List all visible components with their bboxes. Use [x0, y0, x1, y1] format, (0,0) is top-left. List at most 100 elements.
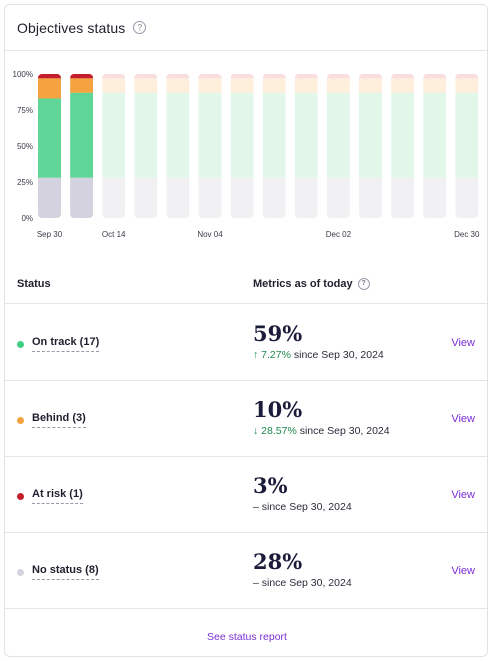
see-status-report-link[interactable]: See status report: [207, 631, 287, 643]
projected-bar-segment-no-status: [134, 177, 158, 218]
projected-bar-segment-at-risk: [391, 74, 415, 79]
projected-bar-segment-at-risk: [262, 74, 286, 79]
metric-since: since Sep 30, 2024: [296, 425, 390, 437]
projected-bar-segment-behind: [230, 78, 254, 93]
projected-bar-segment-no-status: [198, 177, 222, 218]
status-label[interactable]: At risk (1): [32, 488, 83, 504]
bar-segment-behind: [38, 78, 61, 99]
projected-bar-segment-no-status: [166, 177, 190, 218]
y-tick-label: 0%: [21, 214, 33, 223]
table-header: Status Metrics as of today ?: [5, 264, 487, 304]
objectives-status-card: Objectives status ? 0% 25% 50% 75% 100% Sep 3…: [4, 4, 488, 657]
status-cell: No status (8): [17, 564, 99, 580]
y-tick-label: 50%: [17, 142, 33, 151]
metric-value: 28%: [253, 549, 303, 574]
projected-bar-segment-at-risk: [102, 74, 126, 79]
projected-bar-segment-behind: [102, 78, 126, 93]
help-icon[interactable]: ?: [133, 21, 147, 34]
status-rows: On track (17) 59% ↑ 7.27% since Sep 30, …: [5, 305, 487, 609]
metric-delta: –: [253, 501, 259, 513]
projected-bar-segment-behind: [423, 78, 447, 93]
projected-bar-segment-behind: [455, 78, 479, 93]
projected-bar-segment-no-status: [262, 177, 286, 218]
projected-bar-segment-on-track: [359, 92, 382, 178]
metric-delta: 28.57%: [261, 425, 297, 437]
status-row-at-risk: At risk (1) 3% – since Sep 30, 2024 View: [5, 457, 487, 533]
status-cell: On track (17): [17, 336, 100, 352]
status-dot: [17, 492, 24, 500]
status-dot: [17, 340, 24, 348]
view-link[interactable]: View: [451, 489, 475, 501]
projected-bar-segment-at-risk: [166, 74, 190, 79]
projected-bar-segment-on-track: [166, 92, 190, 178]
projected-bar-segment-behind: [198, 78, 222, 93]
metric-change: – since Sep 30, 2024: [253, 501, 352, 513]
status-row-behind: Behind (3) 10% ↓ 28.57% since Sep 30, 20…: [5, 381, 487, 457]
bar-segment-behind: [70, 78, 94, 93]
metric-cell: 28% – since Sep 30, 2024: [253, 549, 352, 589]
card-header: Objectives status ?: [5, 5, 487, 51]
projected-bar-segment-no-status: [455, 177, 479, 218]
view-link[interactable]: View: [451, 413, 475, 425]
metric-value: 10%: [253, 397, 303, 422]
status-chart: 0% 25% 50% 75% 100% Sep 30 Oct 14 Nov 04 Dec 02 D…: [5, 52, 487, 252]
projected-bar-segment-no-status: [391, 177, 415, 218]
metric-delta: –: [253, 577, 259, 589]
bar-segment-at-risk: [70, 74, 94, 79]
arrow-up-icon: ↑: [253, 349, 259, 361]
arrow-down-icon: ↓: [253, 425, 259, 437]
view-link[interactable]: View: [451, 565, 475, 577]
x-tick-label: Nov 04: [197, 230, 223, 239]
projected-bar-segment-on-track: [455, 92, 479, 178]
x-tick-label: Dec 02: [326, 230, 352, 239]
projected-bar-segment-behind: [294, 78, 318, 93]
y-tick-label: 75%: [17, 106, 33, 115]
status-cell: At risk (1): [17, 488, 83, 504]
bar-segment-no-status: [38, 177, 61, 218]
bar-segment-at-risk: [38, 74, 61, 79]
projected-bar-segment-no-status: [230, 177, 254, 218]
x-tick-label: Oct 14: [102, 230, 126, 239]
status-label[interactable]: No status (8): [32, 564, 99, 580]
projected-bar-segment-at-risk: [198, 74, 222, 79]
projected-bar-segment-on-track: [102, 92, 126, 178]
card-title: Objectives status: [17, 19, 126, 36]
x-tick-label: Sep 30: [37, 230, 63, 239]
card-footer: See status report: [5, 617, 487, 656]
projected-bar-segment-behind: [262, 78, 286, 93]
projected-bar-segment-no-status: [102, 177, 126, 218]
projected-bar-segment-on-track: [326, 92, 350, 178]
projected-bar-segment-on-track: [230, 92, 254, 178]
metric-cell: 3% – since Sep 30, 2024: [253, 473, 352, 513]
metric-since: since Sep 30, 2024: [258, 577, 352, 589]
status-label[interactable]: Behind (3): [32, 412, 86, 428]
projected-bar-segment-behind: [359, 78, 382, 93]
projected-bar-segment-on-track: [391, 92, 415, 178]
metric-cell: 10% ↓ 28.57% since Sep 30, 2024: [253, 397, 390, 437]
x-tick-label: Dec 30: [454, 230, 480, 239]
projected-bar-segment-on-track: [294, 92, 318, 178]
status-cell: Behind (3): [17, 412, 86, 428]
status-dot: [17, 416, 24, 424]
status-label[interactable]: On track (17): [32, 336, 100, 352]
metric-value: 59%: [253, 321, 303, 346]
projected-bar-segment-at-risk: [230, 74, 254, 79]
projected-bar-segment-on-track: [198, 92, 222, 178]
view-link[interactable]: View: [451, 337, 475, 349]
metric-change: ↓ 28.57% since Sep 30, 2024: [253, 425, 390, 437]
metrics-column-header-label: Metrics as of today: [253, 277, 353, 290]
bar-segment-on-track: [70, 92, 94, 178]
status-dot: [17, 568, 24, 576]
projected-bar-segment-behind: [166, 78, 190, 93]
projected-bar-segment-behind: [326, 78, 350, 93]
status-row-no-status: No status (8) 28% – since Sep 30, 2024 V…: [5, 533, 487, 609]
projected-bar-segment-no-status: [294, 177, 318, 218]
bar-segment-on-track: [38, 98, 61, 178]
help-icon[interactable]: ?: [357, 277, 370, 290]
metric-since: since Sep 30, 2024: [258, 501, 352, 513]
projected-bar-segment-behind: [134, 78, 158, 93]
projected-bar-segment-at-risk: [134, 74, 158, 79]
projected-bar-segment-no-status: [359, 177, 382, 218]
metric-change: – since Sep 30, 2024: [253, 577, 352, 589]
projected-bar-segment-at-risk: [294, 74, 318, 79]
